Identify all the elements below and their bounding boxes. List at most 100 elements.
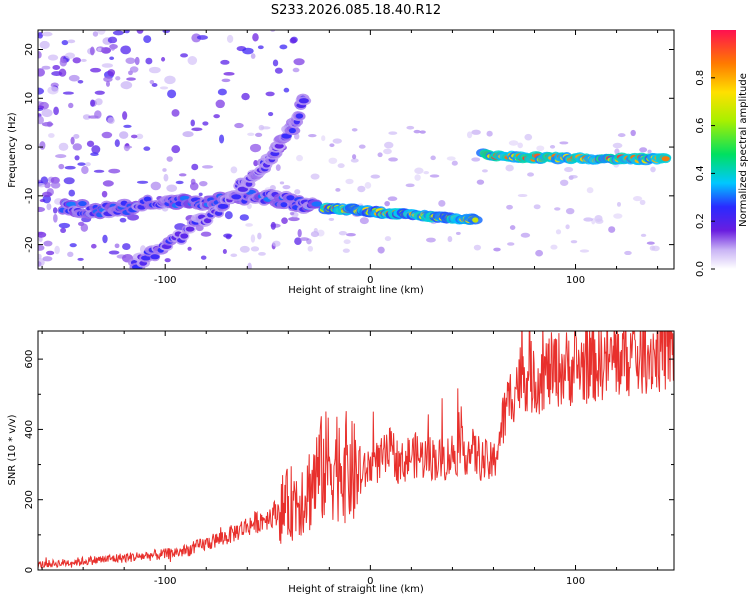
- noise-blob: [123, 124, 132, 128]
- noise-blob: [508, 140, 519, 146]
- noise-blob: [274, 67, 283, 74]
- noise-blob: [112, 30, 124, 36]
- noise-blob: [101, 190, 108, 198]
- noise-blob: [38, 231, 47, 238]
- noise-blob: [338, 230, 347, 236]
- noise-blob: [62, 91, 74, 95]
- noise-blob: [90, 152, 99, 157]
- noise-blob: [569, 174, 578, 179]
- noise-blob: [247, 132, 255, 136]
- noise-blob: [45, 250, 55, 256]
- noise-blob: [239, 214, 249, 221]
- noise-blob: [38, 31, 44, 39]
- snr-ytick-label: 200: [24, 490, 35, 509]
- noise-blob: [171, 145, 181, 154]
- noise-blob: [94, 98, 103, 106]
- noise-blob: [58, 68, 67, 77]
- noise-blob: [250, 53, 256, 59]
- noise-blob: [646, 241, 655, 245]
- noise-blob: [120, 45, 132, 55]
- noise-blob: [565, 224, 570, 230]
- diffuse-line-core: [78, 200, 87, 207]
- noise-blob: [130, 134, 138, 139]
- noise-blob: [357, 185, 366, 193]
- noise-blob: [115, 76, 121, 81]
- noise-blob: [77, 162, 86, 166]
- colorbar: 0.0 0.2 0.4 0.6 0.8 Normalized spectral …: [695, 30, 749, 277]
- noise-blob: [114, 243, 120, 249]
- snr-frame: [37, 330, 675, 571]
- noise-blob: [289, 37, 297, 44]
- noise-blob: [43, 240, 53, 247]
- noise-blob: [85, 162, 91, 167]
- noise-blob: [559, 179, 569, 186]
- noise-blob: [143, 35, 152, 44]
- noise-blob: [466, 131, 473, 139]
- noise-blob: [162, 30, 170, 34]
- noise-blob: [135, 133, 144, 140]
- noise-blob: [93, 169, 105, 173]
- noise-blob: [387, 196, 398, 201]
- noise-blob: [101, 131, 113, 139]
- noise-blob: [94, 90, 105, 95]
- noise-blob: [136, 180, 149, 184]
- noise-blob: [307, 245, 314, 252]
- noise-blob: [388, 131, 398, 135]
- noise-blob: [533, 204, 541, 210]
- rising-streak-core: [141, 255, 152, 261]
- noise-blob: [293, 58, 305, 66]
- noise-blob: [167, 89, 177, 99]
- colorbar-tick-label: 0.8: [695, 70, 706, 86]
- noise-blob: [230, 253, 238, 258]
- noise-blob: [342, 248, 350, 253]
- spectrogram-ytick-label: -10: [24, 188, 35, 204]
- noise-blob: [166, 156, 173, 162]
- noise-blob: [38, 87, 45, 95]
- noise-blob: [224, 211, 233, 220]
- snr-xtick-label: 100: [566, 576, 585, 587]
- noise-blob: [509, 225, 516, 230]
- noise-blob: [296, 154, 303, 162]
- noise-blob: [345, 232, 356, 237]
- noise-blob: [143, 146, 151, 151]
- noise-blob: [506, 204, 513, 210]
- noise-blob: [405, 183, 415, 188]
- noise-blob: [50, 181, 61, 189]
- noise-blob: [72, 143, 83, 151]
- noise-blob: [122, 243, 131, 250]
- noise-blob: [288, 216, 300, 222]
- noise-blob: [175, 180, 184, 185]
- noise-blob: [364, 182, 372, 189]
- noise-blob: [53, 106, 59, 116]
- noise-blob: [223, 233, 233, 238]
- spectrogram-ytick-label: 20: [24, 43, 35, 56]
- noise-blob: [565, 207, 575, 215]
- figure-title: S233.2026.085.18.40.R12: [271, 3, 441, 18]
- noise-blob: [125, 57, 136, 64]
- spectrogram-xtick-label: 0: [367, 275, 373, 286]
- noise-blob: [58, 163, 65, 170]
- noise-blob: [352, 154, 357, 160]
- noise-blob: [101, 63, 114, 68]
- noise-blob: [258, 251, 266, 256]
- rising-streak-core: [237, 186, 249, 192]
- noise-blob: [230, 166, 238, 174]
- noise-blob: [242, 47, 254, 55]
- noise-blob: [134, 56, 140, 66]
- noise-blob: [108, 168, 121, 174]
- noise-blob: [554, 207, 561, 211]
- noise-blob: [129, 66, 139, 73]
- colorbar-tick-label: 0.2: [695, 213, 706, 229]
- noise-blob: [72, 57, 82, 64]
- noise-blob: [299, 237, 309, 241]
- noise-blob: [41, 31, 53, 37]
- noise-blob: [650, 166, 656, 173]
- noise-blob: [429, 174, 440, 178]
- noise-blob: [126, 77, 136, 81]
- noise-blob: [39, 141, 46, 150]
- snr-plot-area: [38, 331, 674, 570]
- noise-blob: [570, 240, 578, 244]
- noise-blob: [377, 246, 385, 254]
- diffuse-line-core: [286, 195, 295, 201]
